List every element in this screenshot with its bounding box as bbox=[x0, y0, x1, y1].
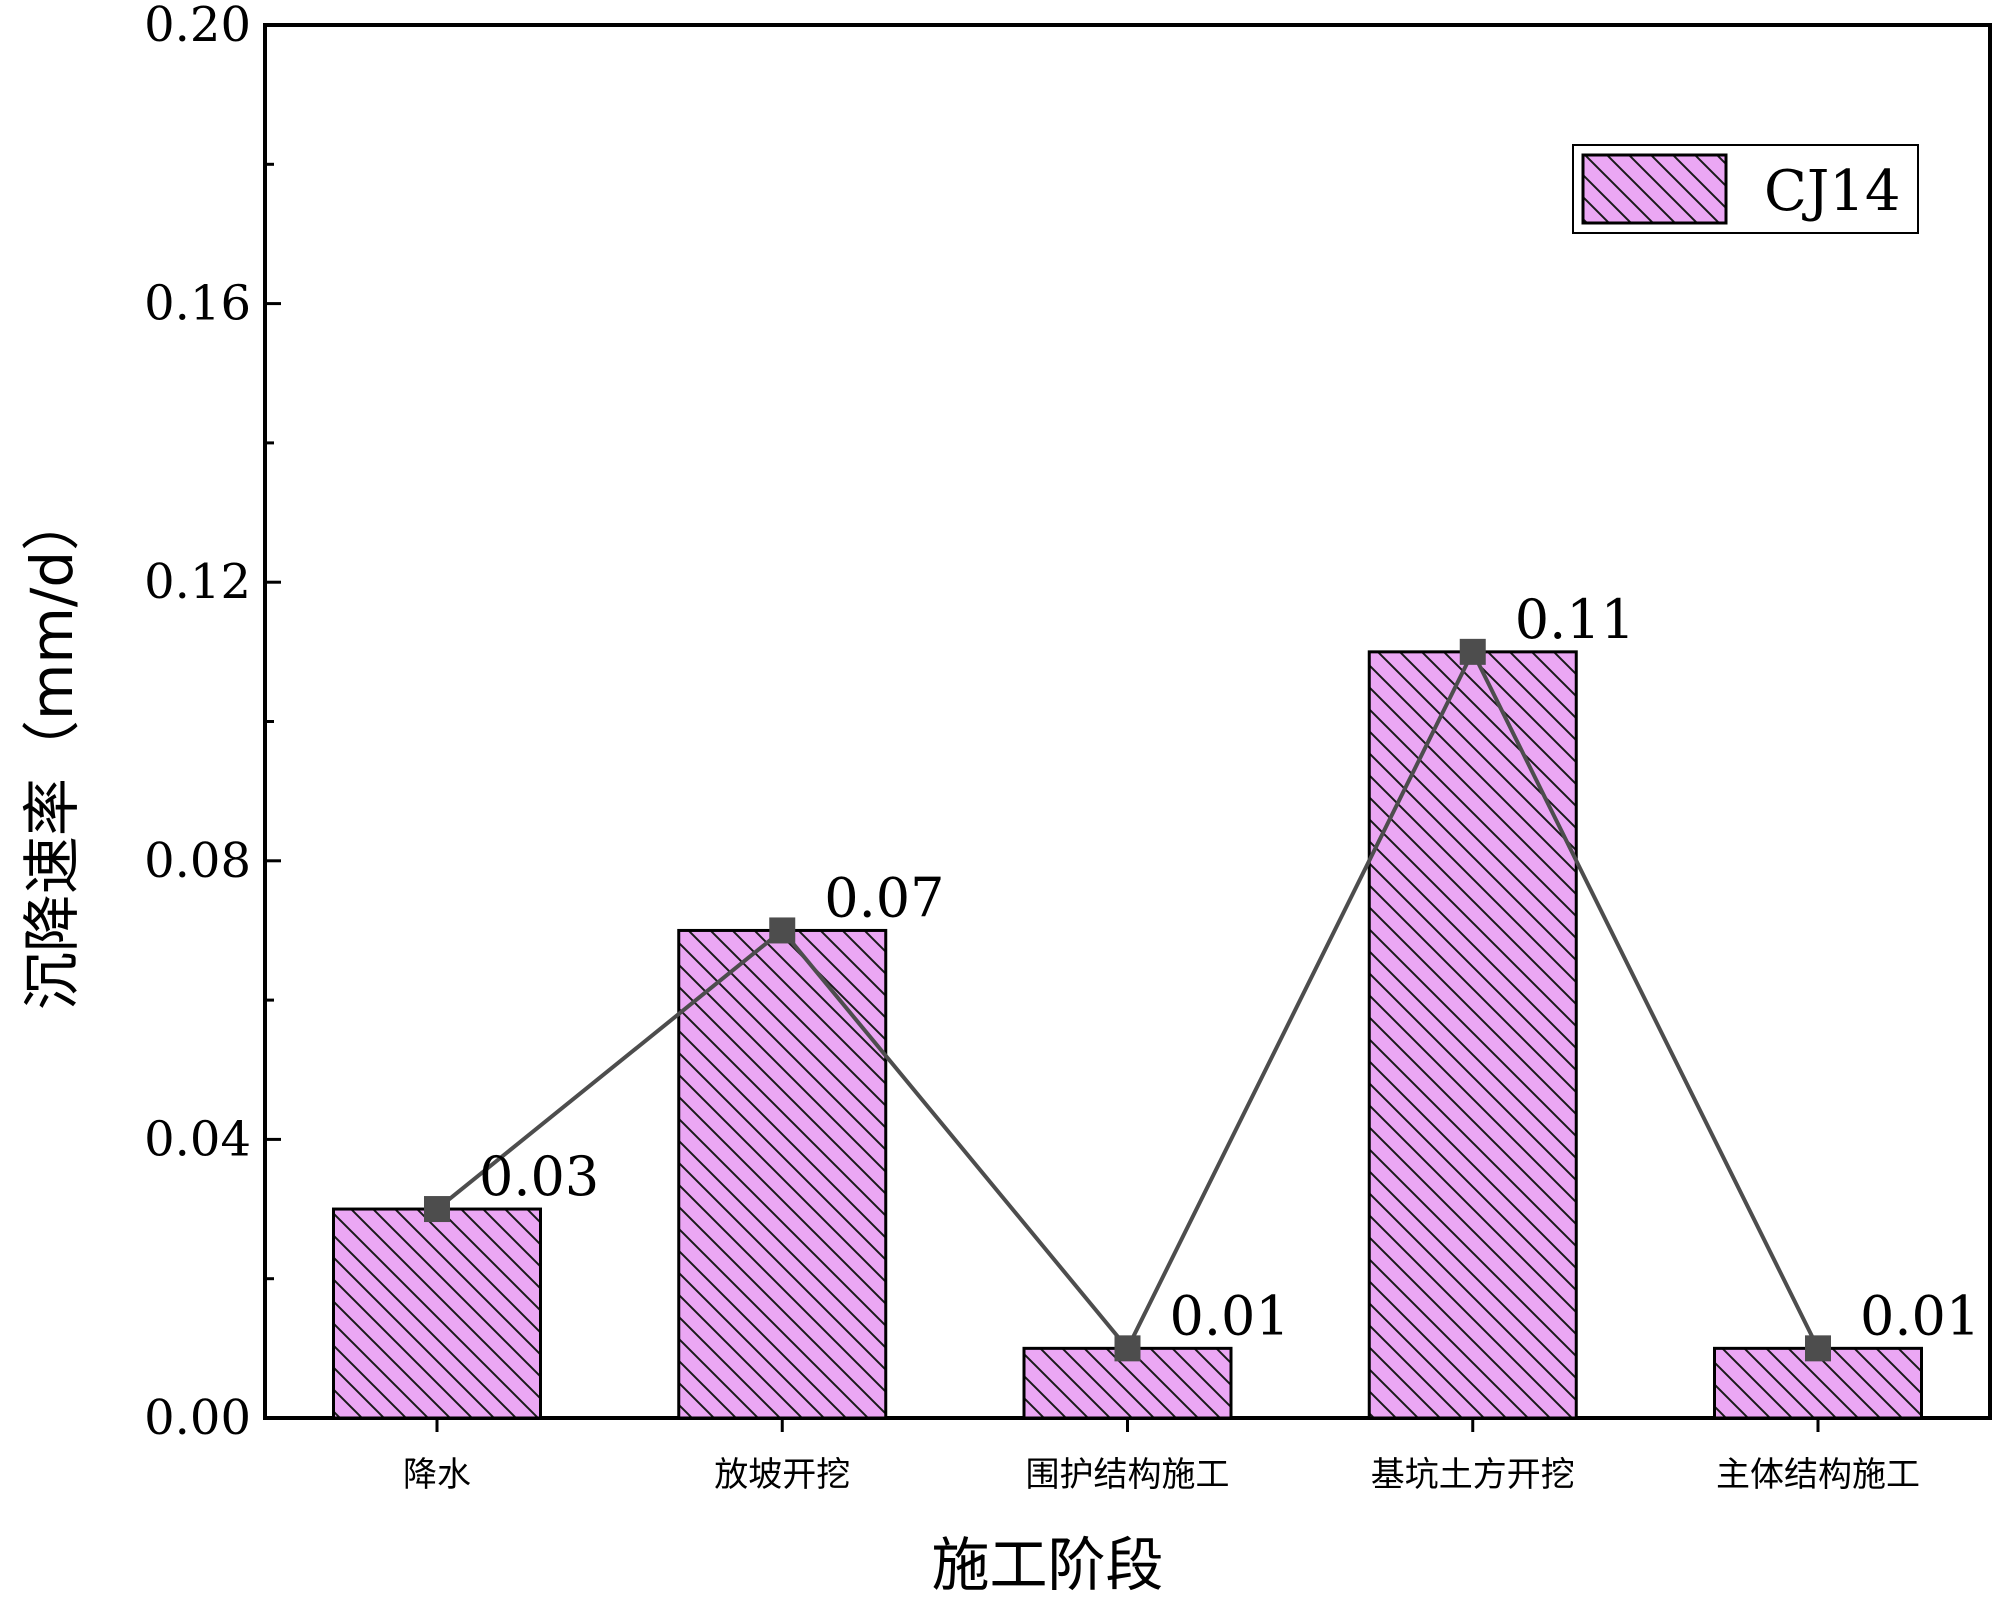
y-tick-label: 0.16 bbox=[144, 276, 251, 332]
data-label: 0.01 bbox=[1860, 1284, 1980, 1347]
y-axis-title: 沉降速率（mm/d） bbox=[18, 493, 86, 1010]
y-tick-label: 0.08 bbox=[144, 833, 251, 889]
data-label: 0.01 bbox=[1170, 1284, 1290, 1347]
data-label: 0.03 bbox=[479, 1145, 599, 1208]
data-label: 0.11 bbox=[1515, 588, 1635, 651]
x-category-label: 基坑土方开挖 bbox=[1371, 1455, 1575, 1495]
series-marker bbox=[769, 917, 796, 944]
y-tick-label: 0.12 bbox=[144, 554, 251, 610]
series-marker bbox=[424, 1196, 450, 1223]
data-label: 0.07 bbox=[824, 866, 944, 929]
bar bbox=[1022, 1346, 1233, 1420]
x-category-label: 主体结构施工 bbox=[1716, 1455, 1920, 1495]
y-tick-label: 0.20 bbox=[144, 0, 251, 53]
series-line bbox=[435, 647, 1820, 1353]
series-marker bbox=[1805, 1335, 1831, 1362]
series-marker bbox=[1459, 638, 1486, 665]
y-tick-label: 0.00 bbox=[144, 1390, 251, 1446]
bars bbox=[332, 650, 1923, 1420]
line-series bbox=[424, 638, 1831, 1362]
x-category-label: 围护结构施工 bbox=[1026, 1455, 1230, 1495]
legend: CJ14 bbox=[1572, 144, 1919, 234]
legend-label: CJ14 bbox=[1764, 159, 1901, 224]
data-labels: 0.03 0.07 0.01 0.11 0.01 bbox=[479, 588, 1980, 1348]
x-axis-title: 施工阶段 bbox=[931, 1531, 1163, 1599]
x-category-label: 放坡开挖 bbox=[714, 1455, 850, 1495]
series-marker bbox=[1114, 1335, 1141, 1362]
bar bbox=[332, 1207, 542, 1420]
y-tick-label: 0.04 bbox=[144, 1111, 251, 1167]
legend-swatch bbox=[1581, 153, 1728, 225]
bar bbox=[1367, 650, 1578, 1420]
x-category-label: 降水 bbox=[403, 1455, 471, 1495]
y-axis: 0.00 0.04 0.08 0.12 0.16 0.20 bbox=[144, 0, 281, 1446]
x-axis: 降水 放坡开挖 围护结构施工 基坑土方开挖 主体结构施工 bbox=[403, 1418, 1920, 1495]
bar bbox=[677, 928, 888, 1420]
